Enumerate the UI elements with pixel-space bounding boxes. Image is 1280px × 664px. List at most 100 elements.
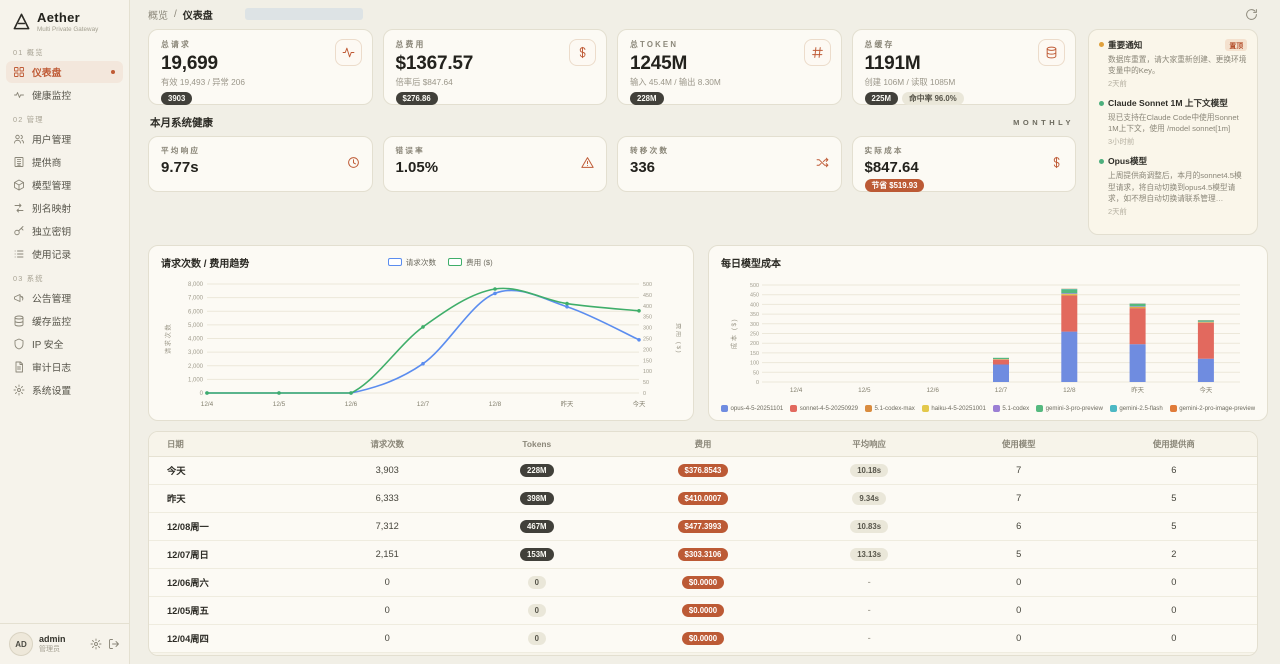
bar-chart-legend: opus-4-5-20251101 sonnet-4-5-20250929 5.1-… (721, 404, 1255, 412)
svg-text:12/8: 12/8 (489, 401, 502, 408)
svg-text:12/7: 12/7 (995, 387, 1008, 394)
avg-response-cell: - (791, 596, 947, 625)
stat-badge: 228M (630, 91, 664, 106)
notice-dot (1099, 158, 1104, 164)
svg-text:450: 450 (643, 293, 652, 299)
notice-body: 现已支持在Claude Code中使用Sonnet 1M上下文，使用 /mode… (1108, 113, 1239, 134)
line-chart-legend: 请求次数 费用 ($) (387, 257, 543, 268)
svg-text:450: 450 (750, 293, 759, 299)
providers-cell: 5 (1090, 512, 1257, 541)
tokens-cell: 0 (459, 568, 615, 597)
svg-text:350: 350 (750, 313, 759, 319)
notice-item: Claude Sonnet 1M 上下文模型现已支持在Claude Code中使… (1099, 97, 1247, 147)
sidebar-item-审计日志[interactable]: 审计日志 (6, 356, 123, 378)
avg-response-cell: - (791, 624, 947, 653)
notice-dot (1099, 100, 1104, 106)
models-cell: 7 (946, 484, 1091, 513)
sidebar-item-模型管理[interactable]: 模型管理 (6, 174, 123, 196)
app-name: Aether (37, 10, 80, 25)
cost-badge: $0.0000 (681, 575, 725, 590)
legend-item-opus-4-5-20251101[interactable]: opus-4-5-20251101 (721, 404, 783, 412)
legend-swatch (1036, 404, 1044, 412)
legend-item-haiku-4-5-20251001[interactable]: haiku-4-5-20251001 (921, 404, 986, 412)
health-card-3: 实际成本 $847.64 节省 $519.93 (851, 135, 1076, 193)
health-icon (14, 92, 24, 98)
notice-item: Opus模型 上周提供商调整后，本月的sonnet4.5模型请求，将自动切换到op… (1099, 155, 1247, 216)
sidebar-item-使用记录[interactable]: 使用记录 (6, 243, 123, 265)
legend-item-gemini-2-pro-image-preview[interactable]: gemini-2-pro-image-preview (1169, 404, 1255, 412)
legend-item-gemini-3-pro-preview[interactable]: gemini-3-pro-preview (1036, 404, 1103, 412)
notice-item: 重要通知 置顶 数据库重置，请大家重新创建、更换环境变量中的Key。 2天前 (1099, 38, 1247, 89)
legend-item-请求次数[interactable]: 请求次数 (387, 257, 436, 268)
stat-sub: 有效 19,493 / 异常 206 (161, 76, 245, 87)
line-chart-area: 0 1,000 2,000 3,000 4,000 5,000 6,000 7,000 8,00… (161, 270, 681, 416)
stat-value: 1245M (630, 52, 688, 74)
sidebar-item-独立密钥[interactable]: 独立密钥 (6, 220, 123, 242)
column-header: 平均响应 (791, 431, 947, 457)
column-header: 费用 (614, 431, 792, 457)
legend-item-gemini-2.5-flash[interactable]: gemini-2.5-flash (1109, 404, 1163, 412)
date-cell: 12/04周四 (149, 624, 316, 653)
user-role: 管理员 (39, 646, 60, 653)
records-icon (14, 250, 24, 258)
notice-time: 2天前 (1108, 79, 1127, 89)
legend-item-费用 ($)[interactable]: 费用 ($) (448, 257, 493, 268)
key-icon (14, 226, 24, 236)
cost-badge: $303.3106 (677, 547, 729, 562)
sidebar-item-IP 安全[interactable]: IP 安全 (6, 333, 123, 355)
sidebar-item-提供商[interactable]: 提供商 (6, 151, 123, 173)
notice-title: Claude Sonnet 1M 上下文模型 (1108, 98, 1228, 109)
legend-item-5.1-codex-max[interactable]: 5.1-codex-max (865, 404, 915, 412)
date-cell: 12/06周六 (149, 568, 316, 597)
column-header: Tokens (459, 431, 615, 457)
logout-button[interactable] (108, 638, 120, 650)
breadcrumb-root[interactable]: 概览 (148, 10, 168, 22)
health-cards-row: 平均响应 9.77s 错误率 1.05% 转移次数 336 实际成本 $847.64 节省 $5… (148, 135, 1076, 193)
svg-text:5,000: 5,000 (188, 323, 204, 329)
stat-badge: 225M (864, 91, 899, 106)
cost-badge: $477.3993 (677, 519, 729, 534)
loading-skeleton (244, 8, 363, 21)
notice-body: 上周提供商调整后，本月的sonnet4.5模型请求，将自动切换到opus4.5模… (1108, 171, 1242, 203)
svg-text:12/4: 12/4 (790, 387, 803, 394)
avg-response-badge: 10.83s (850, 519, 889, 534)
health-label: 转移次数 (630, 145, 670, 155)
cost-badge: $410.0007 (677, 491, 729, 506)
sidebar-item-健康监控[interactable]: 健康监控 (6, 84, 123, 106)
savings-badge: 节省 $519.93 (864, 178, 925, 193)
hash-icon (811, 46, 823, 58)
avg-response-cell: 13.13s (791, 540, 947, 569)
stat-sub: 输入 45.4M / 输出 8.30M (630, 76, 721, 87)
avg-response-badge: 10.18s (850, 463, 889, 478)
svg-text:200: 200 (750, 342, 759, 348)
sidebar-item-系统设置[interactable]: 系统设置 (6, 379, 123, 401)
date-cell: 昨天 (149, 484, 316, 513)
stat-label: 总TOKEN (630, 39, 679, 49)
legend-item-sonnet-4-5-20250929[interactable]: sonnet-4-5-20250929 (790, 404, 858, 412)
stat-value: 19,699 (161, 52, 218, 74)
legend-item-5.1-codex[interactable]: 5.1-codex (992, 404, 1029, 412)
sidebar-item-别名映射[interactable]: 别名映射 (6, 197, 123, 219)
svg-text:今天: 今天 (633, 399, 646, 408)
cost-cell: $0.0000 (614, 596, 792, 625)
cache-icon (14, 315, 24, 327)
settings-gear-button[interactable] (90, 638, 102, 650)
tokens-badge: 398M (520, 491, 554, 506)
sidebar-item-用户管理[interactable]: 用户管理 (6, 128, 123, 150)
sidebar-item-公告管理[interactable]: 公告管理 (6, 287, 123, 309)
stat-label: 总请求 (161, 39, 191, 49)
logo-icon (13, 13, 30, 30)
svg-text:50: 50 (643, 380, 649, 386)
stat-badge: 命中率 96.0% (902, 91, 964, 106)
models-cell: 7 (946, 456, 1091, 485)
sidebar-item-缓存监控[interactable]: 缓存监控 (6, 310, 123, 332)
notice-time: 3小时前 (1108, 137, 1135, 147)
nav-section-label: 02 管理 (13, 115, 44, 124)
breadcrumb-separator: / (174, 8, 177, 20)
avg-response-badge: 9.34s (852, 491, 886, 506)
providers-cell: 6 (1090, 456, 1257, 485)
refresh-button[interactable] (1245, 8, 1258, 21)
svg-text:12/5: 12/5 (273, 401, 286, 408)
sidebar-item-仪表盘[interactable]: 仪表盘 (6, 61, 123, 83)
stat-icon-box (334, 38, 362, 66)
